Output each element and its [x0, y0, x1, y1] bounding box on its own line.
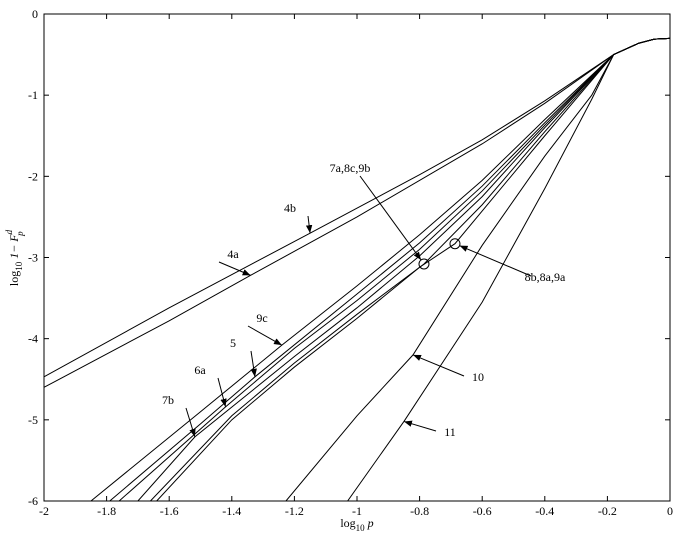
x-tick-label: -1.4 — [222, 504, 241, 518]
plot-frame — [43, 13, 671, 502]
x-axis-label: log10 p — [340, 516, 373, 533]
label-arrow — [305, 215, 313, 234]
x-tick-label: -1.2 — [285, 504, 304, 518]
curve — [156, 37, 670, 501]
curve — [44, 37, 670, 378]
x-tick-label: -0.4 — [535, 504, 554, 518]
x-tick-label: -1.6 — [160, 504, 179, 518]
curve — [109, 37, 670, 501]
curve-label: 4b — [284, 201, 296, 215]
curve-label: 11 — [444, 425, 456, 439]
x-tick-label: -1.8 — [97, 504, 116, 518]
x-tick-label: 0 — [667, 504, 673, 518]
curve — [137, 37, 670, 501]
label-circle — [418, 258, 430, 270]
x-tick-label: -1 — [352, 504, 362, 518]
curve-label: 7b — [162, 393, 174, 407]
x-tick-label: -0.6 — [473, 504, 492, 518]
label-arrow — [185, 407, 196, 438]
y-tick-label: -5 — [28, 413, 38, 427]
y-tick-label: 0 — [32, 7, 38, 21]
curve — [150, 37, 670, 501]
curve-label: 7a,8c,9b — [330, 161, 371, 175]
label-arrow — [403, 420, 437, 432]
label-circle — [449, 238, 461, 250]
y-tick-label: -2 — [28, 169, 38, 183]
curve-label: 5 — [230, 336, 236, 350]
x-tick-label: -0.2 — [598, 504, 617, 518]
curve — [285, 37, 670, 501]
curve-label: 8b,8a,9a — [525, 270, 566, 284]
label-arrow — [218, 261, 251, 276]
curve — [347, 37, 670, 501]
x-tick-label: -2 — [39, 504, 49, 518]
curve-label: 10 — [472, 370, 484, 384]
label-arrow — [459, 245, 532, 277]
x-tick-label: -0.8 — [410, 504, 429, 518]
curve — [90, 37, 670, 501]
label-arrow — [359, 175, 422, 261]
y-tick-label: -1 — [28, 88, 38, 102]
y-tick-label: -4 — [28, 332, 38, 346]
label-arrow — [412, 354, 465, 377]
y-tick-label: -6 — [28, 494, 38, 508]
label-arrow — [250, 350, 257, 377]
label-arrow — [247, 325, 283, 346]
y-axis-label: log10 1− Fdp — [4, 229, 25, 286]
curve-label: 6a — [194, 363, 206, 377]
curve-label: 4a — [227, 247, 239, 261]
curve-label: 9c — [256, 311, 267, 325]
label-arrow — [217, 377, 227, 407]
y-tick-label: -3 — [28, 251, 38, 265]
curve — [44, 37, 670, 388]
